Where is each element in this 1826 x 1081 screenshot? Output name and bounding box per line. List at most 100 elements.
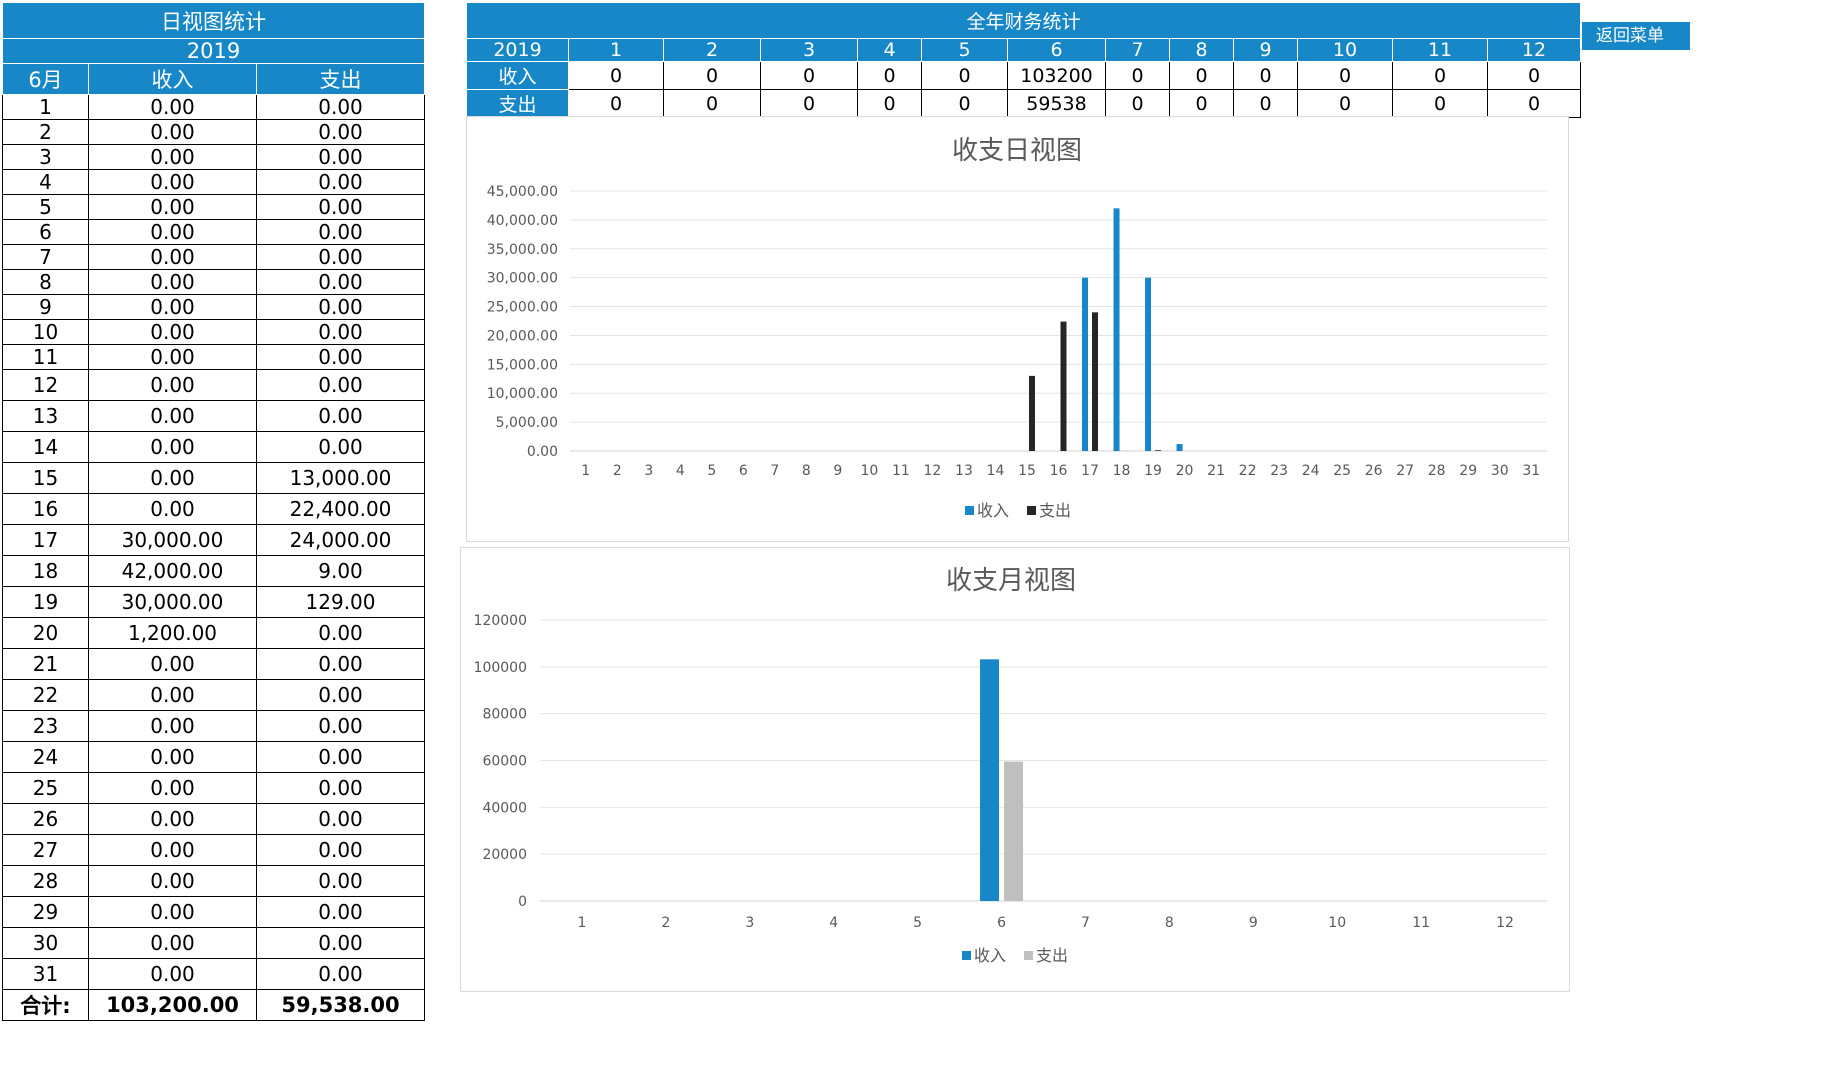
annual-income-cell[interactable]: 0: [1233, 61, 1298, 90]
cell-expense[interactable]: 0.00: [255, 772, 426, 804]
cell-income[interactable]: 1,200.00: [88, 617, 257, 649]
cell-day[interactable]: 11: [2, 344, 89, 370]
cell-day[interactable]: 16: [2, 493, 89, 525]
cell-income[interactable]: 0.00: [88, 294, 257, 320]
cell-expense[interactable]: 9.00: [255, 555, 426, 587]
cell-expense[interactable]: 0.00: [255, 710, 426, 742]
cell-day[interactable]: 1: [2, 94, 89, 120]
cell-expense[interactable]: 0.00: [255, 431, 426, 463]
cell-day[interactable]: 19: [2, 586, 89, 618]
annual-income-cell[interactable]: 0: [1486, 61, 1582, 90]
cell-day[interactable]: 31: [2, 958, 89, 990]
cell-income[interactable]: 0.00: [88, 958, 257, 990]
cell-expense[interactable]: 0.00: [255, 144, 426, 170]
cell-income[interactable]: 42,000.00: [88, 555, 257, 587]
cell-expense[interactable]: 0.00: [255, 896, 426, 928]
cell-income[interactable]: 0.00: [88, 803, 257, 835]
annual-income-cell[interactable]: 0: [568, 61, 664, 90]
cell-expense[interactable]: 0.00: [255, 927, 426, 959]
cell-income[interactable]: 30,000.00: [88, 586, 257, 618]
cell-day[interactable]: 28: [2, 865, 89, 897]
annual-expense-cell[interactable]: 0: [1297, 89, 1393, 118]
cell-income[interactable]: 0.00: [88, 144, 257, 170]
cell-day[interactable]: 17: [2, 524, 89, 556]
cell-day[interactable]: 29: [2, 896, 89, 928]
cell-expense[interactable]: 0.00: [255, 194, 426, 220]
cell-day[interactable]: 30: [2, 927, 89, 959]
bar-income[interactable]: [1176, 444, 1183, 451]
cell-day[interactable]: 12: [2, 369, 89, 401]
bar-expense[interactable]: [1060, 321, 1067, 451]
total-label[interactable]: 合计:: [2, 989, 89, 1021]
cell-income[interactable]: 0.00: [88, 400, 257, 432]
annual-income-cell[interactable]: 0: [760, 61, 858, 90]
cell-income[interactable]: 0.00: [88, 927, 257, 959]
cell-income[interactable]: 0.00: [88, 679, 257, 711]
cell-day[interactable]: 24: [2, 741, 89, 773]
cell-expense[interactable]: 0.00: [255, 865, 426, 897]
cell-expense[interactable]: 0.00: [255, 834, 426, 866]
cell-income[interactable]: 0.00: [88, 493, 257, 525]
cell-expense[interactable]: 0.00: [255, 269, 426, 295]
cell-income[interactable]: 0.00: [88, 896, 257, 928]
annual-expense-cell[interactable]: 0: [921, 89, 1008, 118]
cell-day[interactable]: 13: [2, 400, 89, 432]
cell-day[interactable]: 23: [2, 710, 89, 742]
cell-expense[interactable]: 0.00: [255, 294, 426, 320]
total-expense[interactable]: 59,538.00: [255, 989, 426, 1021]
cell-income[interactable]: 0.00: [88, 369, 257, 401]
cell-day[interactable]: 27: [2, 834, 89, 866]
cell-day[interactable]: 2: [2, 119, 89, 145]
cell-expense[interactable]: 0.00: [255, 958, 426, 990]
cell-day[interactable]: 18: [2, 555, 89, 587]
annual-income-cell[interactable]: 0: [921, 61, 1008, 90]
cell-day[interactable]: 10: [2, 319, 89, 345]
cell-day[interactable]: 5: [2, 194, 89, 220]
bar-expense[interactable]: [1004, 761, 1024, 901]
annual-expense-cell[interactable]: 0: [1105, 89, 1170, 118]
cell-day[interactable]: 7: [2, 244, 89, 270]
total-income[interactable]: 103,200.00: [88, 989, 257, 1021]
cell-day[interactable]: 15: [2, 462, 89, 494]
cell-day[interactable]: 4: [2, 169, 89, 195]
bar-expense[interactable]: [1028, 375, 1035, 451]
cell-day[interactable]: 20: [2, 617, 89, 649]
cell-day[interactable]: 6: [2, 219, 89, 245]
cell-expense[interactable]: 0.00: [255, 369, 426, 401]
annual-expense-cell[interactable]: 0: [1392, 89, 1488, 118]
annual-expense-cell[interactable]: 0: [568, 89, 664, 118]
cell-income[interactable]: 0.00: [88, 219, 257, 245]
annual-income-cell[interactable]: 0: [857, 61, 922, 90]
cell-expense[interactable]: 0.00: [255, 679, 426, 711]
cell-income[interactable]: 0.00: [88, 269, 257, 295]
cell-expense[interactable]: 13,000.00: [255, 462, 426, 494]
annual-income-cell[interactable]: 0: [1297, 61, 1393, 90]
cell-day[interactable]: 22: [2, 679, 89, 711]
annual-income-cell[interactable]: 103200: [1007, 61, 1106, 90]
cell-expense[interactable]: 0.00: [255, 741, 426, 773]
annual-expense-cell[interactable]: 0: [1486, 89, 1582, 118]
cell-expense[interactable]: 0.00: [255, 119, 426, 145]
cell-income[interactable]: 0.00: [88, 462, 257, 494]
bar-income[interactable]: [1082, 277, 1089, 451]
cell-day[interactable]: 9: [2, 294, 89, 320]
cell-day[interactable]: 21: [2, 648, 89, 680]
cell-income[interactable]: 0.00: [88, 94, 257, 120]
cell-expense[interactable]: 22,400.00: [255, 493, 426, 525]
cell-day[interactable]: 3: [2, 144, 89, 170]
cell-income[interactable]: 0.00: [88, 865, 257, 897]
cell-day[interactable]: 26: [2, 803, 89, 835]
bar-expense[interactable]: [1092, 312, 1099, 451]
annual-income-cell[interactable]: 0: [663, 61, 761, 90]
cell-expense[interactable]: 0.00: [255, 244, 426, 270]
cell-income[interactable]: 0.00: [88, 244, 257, 270]
annual-expense-cell[interactable]: 0: [857, 89, 922, 118]
cell-income[interactable]: 0.00: [88, 772, 257, 804]
cell-expense[interactable]: 0.00: [255, 94, 426, 120]
cell-income[interactable]: 0.00: [88, 169, 257, 195]
cell-income[interactable]: 0.00: [88, 119, 257, 145]
cell-expense[interactable]: 0.00: [255, 344, 426, 370]
annual-income-cell[interactable]: 0: [1392, 61, 1488, 90]
cell-expense[interactable]: 0.00: [255, 169, 426, 195]
cell-income[interactable]: 0.00: [88, 648, 257, 680]
